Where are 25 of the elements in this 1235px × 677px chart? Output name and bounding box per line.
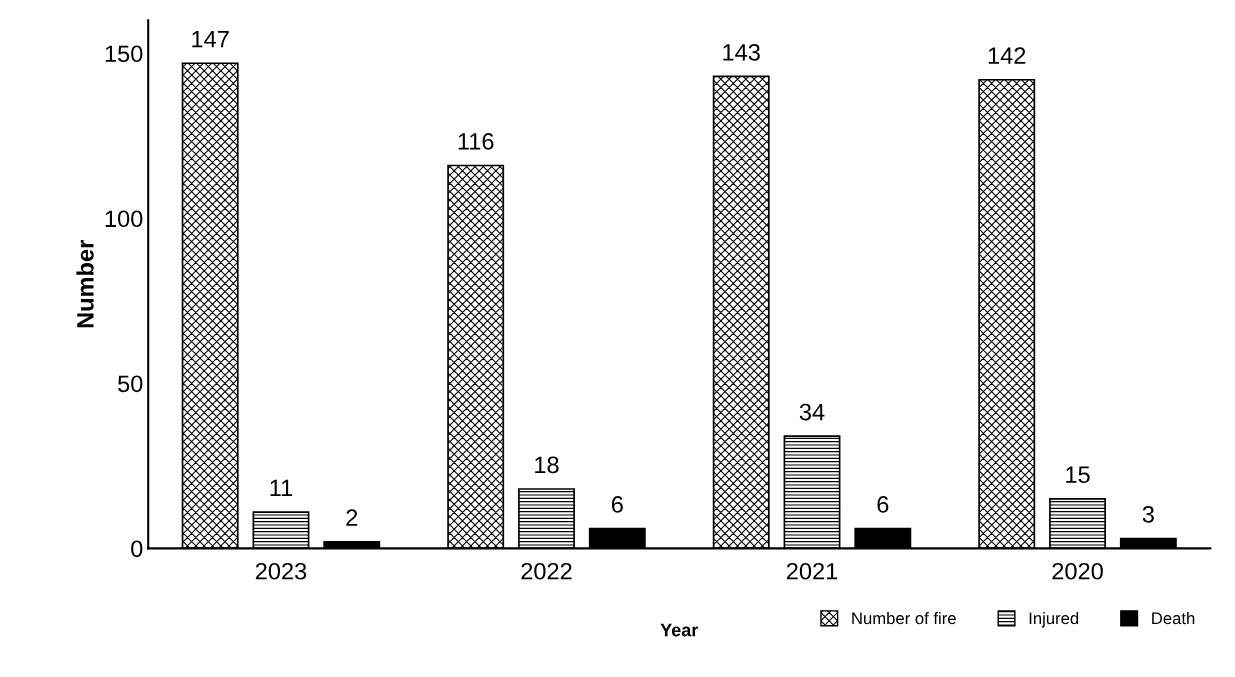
- legend-label: Death: [1152, 611, 1195, 625]
- x-tick-label: 2020: [1052, 562, 1103, 580]
- y-tick-label: 100: [105, 210, 143, 228]
- x-tick-label: 2022: [521, 562, 572, 580]
- data-label: 11: [270, 479, 293, 497]
- data-label: 6: [611, 496, 623, 513]
- legend-label: Injured: [1029, 611, 1079, 628]
- data-label: 2: [346, 509, 358, 526]
- data-label: 18: [535, 456, 559, 474]
- y-axis-title: Number: [76, 240, 94, 328]
- data-label: 142: [988, 47, 1026, 64]
- data-label: 34: [799, 403, 825, 421]
- data-label: 3: [1142, 505, 1154, 523]
- data-label: 143: [723, 43, 760, 61]
- x-tick-label: 2021: [786, 562, 838, 580]
- y-tick-label: 0: [131, 540, 143, 558]
- legend-label: Number of fire: [852, 611, 956, 625]
- data-label: 147: [192, 30, 229, 48]
- data-label: 15: [1066, 466, 1090, 484]
- y-tick-label: 50: [118, 375, 143, 393]
- y-tick-label: 150: [105, 45, 143, 63]
- data-label: 116: [458, 133, 494, 150]
- x-axis-title: Year: [660, 623, 699, 637]
- x-tick-label: 2023: [255, 562, 307, 580]
- data-label: 6: [877, 496, 889, 513]
